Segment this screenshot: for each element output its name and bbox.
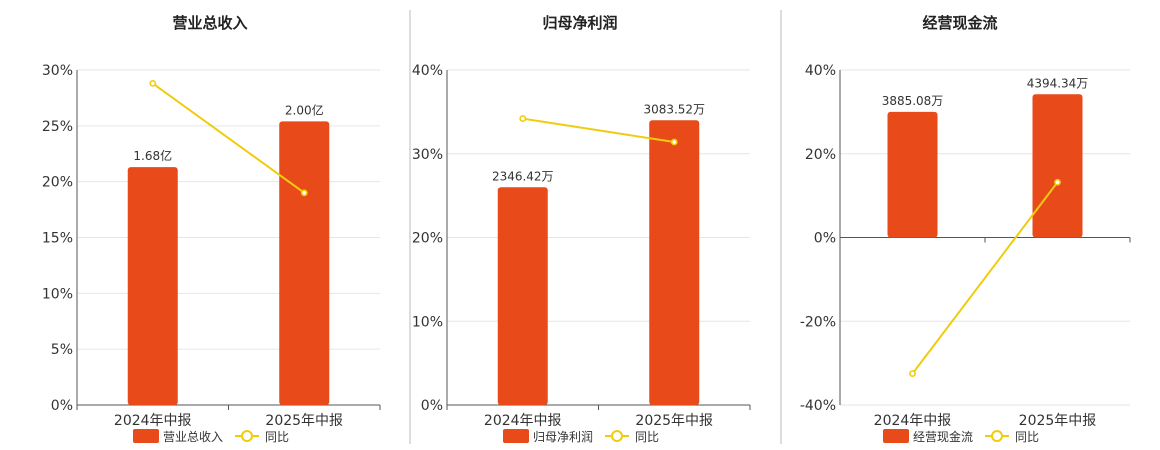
chart1-ytick-label: 10% — [42, 286, 73, 302]
chart3-bar-2 — [1032, 94, 1083, 238]
chart1-ytick-label: 20% — [42, 175, 73, 191]
chart2-bar-1 — [497, 187, 548, 405]
chart3-yoy-line — [911, 181, 1059, 375]
chart2-category-label-1: 2024年中报 — [484, 413, 562, 429]
chart1-category-label-2: 2025年中报 — [265, 413, 343, 429]
chart3-legend-line-label: 同比 — [1015, 430, 1039, 444]
chart1-legend-bar-swatch — [133, 429, 159, 443]
chart2-legend-line-marker — [611, 430, 623, 442]
chart2-bar-2 — [649, 120, 700, 405]
chart1-yoy-line — [152, 82, 305, 194]
chart3-category-label-2: 2025年中报 — [1019, 413, 1097, 429]
chart1-bar-label-2: 2.00亿 — [285, 102, 324, 117]
chart2-legend-bar-label: 归母净利润 — [533, 430, 593, 444]
chart3-bar-1 — [887, 111, 938, 238]
chart2-ytick-label: 30% — [412, 147, 443, 163]
chart2-bar-label-2: 3083.52万 — [643, 102, 705, 116]
chart2-category-label-2: 2025年中报 — [635, 413, 713, 429]
chart1-ytick-label: 0% — [51, 398, 73, 414]
chart2-ytick-label: 10% — [412, 314, 443, 330]
chart1-ytick-label: 15% — [42, 231, 73, 247]
chart2-yoy-point-2 — [670, 138, 678, 146]
chart2-yoy-line — [522, 117, 675, 144]
chart2-bar-label-1: 2346.42万 — [492, 169, 554, 183]
chart3-legend-bar-label: 经营现金流 — [913, 429, 973, 444]
chart3-ytick-label: -40% — [800, 398, 836, 414]
chart3-yoy-point-1 — [909, 370, 916, 377]
chart1-legend-bar-label: 营业总收入 — [163, 430, 223, 444]
chart3-ytick-label: 0% — [814, 231, 836, 247]
chart1-ytick-label: 5% — [51, 342, 73, 358]
chart2-title: 归母净利润 — [542, 14, 617, 32]
chart2-ytick-label: 20% — [412, 231, 443, 247]
chart3-bar-label-2: 4394.34万 — [1027, 76, 1089, 90]
chart1-yoy-point-1 — [149, 80, 157, 87]
chart1-yoy-point-2 — [300, 189, 308, 197]
chart1-ytick-label: 25% — [42, 119, 73, 135]
chart3-legend-line-marker — [991, 430, 1003, 442]
chart3-category-label-1: 2024年中报 — [874, 413, 952, 429]
chart2-legend-bar-swatch — [503, 429, 529, 443]
chart1-title: 营业总收入 — [172, 14, 247, 32]
chart2-yoy-point-1 — [519, 115, 527, 122]
chart3-title: 经营现金流 — [922, 14, 997, 32]
chart1-ytick-label: 30% — [42, 63, 73, 79]
chart2-legend-line-label: 同比 — [635, 430, 659, 444]
chart3-ytick-label: 40% — [805, 63, 836, 79]
chart3-legend-bar-swatch — [883, 429, 909, 443]
chart1-legend-line-marker — [241, 430, 253, 442]
chart3-ytick-label: 20% — [805, 147, 836, 163]
chart2-ytick-label: 0% — [421, 398, 443, 414]
chart1-bar-1 — [127, 167, 178, 405]
chart1-bar-label-1: 1.68亿 — [133, 148, 172, 163]
chart3-bar-label-1: 3885.08万 — [882, 94, 944, 108]
chart2-ytick-label: 40% — [412, 63, 443, 79]
chart3-yoy-point-2 — [1054, 178, 1061, 186]
chart1-legend-line-label: 同比 — [265, 430, 289, 444]
chart3-ytick-label: -20% — [800, 314, 836, 330]
chart1-bar-2 — [279, 121, 330, 405]
chart1-category-label-1: 2024年中报 — [114, 413, 192, 429]
